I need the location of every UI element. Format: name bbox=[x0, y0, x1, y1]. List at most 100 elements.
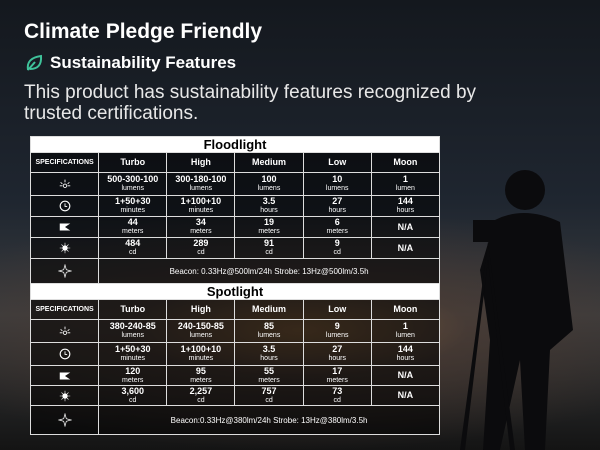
badge-text: Sustainability Features bbox=[50, 53, 237, 72]
unit: hours bbox=[260, 355, 278, 362]
row-icon bbox=[59, 242, 70, 254]
spec-row: 44 meters 34 meters 19 meters 6 meters N/A bbox=[29, 216, 441, 238]
value-cell: 3.5 hours bbox=[234, 342, 304, 366]
unit: lumens bbox=[121, 332, 145, 339]
spec-row: 380-240-85 lumens 240-150-85 lumens 85 lumens… bbox=[29, 319, 441, 343]
unit: hours bbox=[396, 355, 415, 362]
icon-cell bbox=[29, 385, 100, 406]
column-header: Low bbox=[302, 299, 372, 320]
value: 19 bbox=[264, 217, 275, 227]
value: 27 bbox=[332, 196, 343, 206]
value-cell: 55 meters bbox=[234, 365, 304, 386]
spec-row: 120 meters 95 meters 55 meters 17 meters N/A bbox=[29, 365, 441, 386]
value-cell: 9 cd bbox=[302, 237, 372, 259]
value: N/A bbox=[397, 242, 414, 253]
unit: meters bbox=[258, 228, 280, 235]
value: 91 bbox=[264, 238, 275, 248]
value: 95 bbox=[195, 365, 206, 376]
value: 757 bbox=[261, 385, 277, 396]
value-cell: 85 lumens bbox=[234, 319, 304, 343]
value-cell: 17 meters bbox=[302, 365, 372, 386]
spec-row: 484 cd 289 cd 91 cd 9 cd N/A bbox=[29, 237, 441, 259]
unit: cd bbox=[265, 249, 273, 256]
value-cell: 380-240-85 lumens bbox=[98, 319, 168, 343]
unit: cd bbox=[333, 249, 341, 256]
value: 44 bbox=[127, 217, 138, 227]
icon-cell bbox=[29, 405, 100, 435]
value: 120 bbox=[125, 365, 141, 376]
value-cell: 289 cd bbox=[166, 237, 236, 259]
value: 9 bbox=[334, 238, 340, 248]
leaf-icon bbox=[26, 54, 43, 71]
icon-cell bbox=[29, 216, 100, 238]
value: 1+100+10 bbox=[180, 196, 222, 206]
silhouette bbox=[460, 170, 573, 450]
note-row: Beacon: 0.33Hz@500lm/24h Strobe: 13Hz@50… bbox=[29, 258, 440, 284]
value: 1+50+30 bbox=[114, 196, 151, 206]
unit: cd bbox=[129, 249, 137, 256]
value: 500-300-100 bbox=[107, 174, 159, 184]
value-cell: 1+50+30 minutes bbox=[98, 195, 168, 217]
value-cell: 1+100+10 minutes bbox=[166, 195, 236, 217]
value-cell: 757 cd bbox=[234, 385, 304, 406]
column-header: SPECIFICATIONS bbox=[29, 299, 100, 320]
unit: lumens bbox=[325, 332, 349, 339]
icon-cell bbox=[29, 319, 100, 343]
unit: lumens bbox=[189, 332, 213, 339]
value-cell: 27 hours bbox=[302, 195, 372, 217]
unit: cd bbox=[197, 249, 205, 256]
value-cell: 1+100+10 minutes bbox=[166, 342, 236, 366]
value: 289 bbox=[193, 238, 209, 248]
column-header: Low bbox=[302, 152, 372, 173]
unit: meters bbox=[258, 376, 280, 384]
value: 300-180-100 bbox=[175, 174, 227, 184]
icon-cell bbox=[29, 258, 100, 284]
table-title: Spotlight bbox=[30, 283, 440, 300]
value: 380-240-85 bbox=[109, 321, 156, 331]
value-cell: 1+50+30 minutes bbox=[98, 342, 168, 366]
value-cell: N/A bbox=[370, 365, 441, 386]
column-header: High bbox=[166, 152, 236, 173]
value: 9 bbox=[334, 321, 340, 331]
value-cell: N/A bbox=[370, 216, 441, 238]
value-cell: 144 hours bbox=[370, 195, 441, 217]
value-cell: 9 lumens bbox=[302, 319, 372, 343]
value-cell: 44 meters bbox=[98, 216, 168, 238]
row-icon bbox=[57, 263, 73, 279]
value-cell: 10 lumens bbox=[302, 172, 372, 196]
column-header: Medium bbox=[234, 299, 304, 320]
description: This product has sustainability features… bbox=[24, 82, 477, 124]
row-icon bbox=[59, 179, 70, 188]
unit: cd bbox=[265, 396, 273, 404]
unit: minutes bbox=[120, 207, 145, 214]
value: 484 bbox=[125, 238, 141, 248]
unit: lumens bbox=[189, 185, 213, 192]
column-header: Moon bbox=[370, 299, 441, 320]
value-cell: 100 lumens bbox=[234, 172, 304, 196]
value: 144 bbox=[397, 196, 413, 206]
unit: lumen bbox=[395, 332, 415, 339]
unit: minutes bbox=[120, 355, 145, 362]
value-cell: 1 lumen bbox=[370, 172, 441, 196]
unit: meters bbox=[122, 228, 144, 235]
column-header: Moon bbox=[370, 152, 441, 173]
value: 1 bbox=[402, 174, 408, 184]
value-cell: 2,257 cd bbox=[166, 385, 236, 406]
row-icon bbox=[59, 372, 70, 379]
value-cell: N/A bbox=[370, 237, 441, 259]
title-row: Floodlight bbox=[30, 136, 440, 153]
value: 240-150-85 bbox=[177, 321, 224, 331]
header-row: SPECIFICATIONS Turbo High Medium Low Moon bbox=[29, 152, 441, 173]
unit: hours bbox=[396, 207, 415, 214]
value-cell: 240-150-85 lumens bbox=[166, 319, 236, 343]
unit: meters bbox=[326, 376, 348, 384]
column-header: Turbo bbox=[98, 152, 168, 173]
title-row: Spotlight bbox=[30, 283, 440, 300]
value-cell: 120 meters bbox=[98, 365, 168, 386]
value: 85 bbox=[264, 321, 275, 331]
value: 10 bbox=[332, 174, 343, 184]
unit: meters bbox=[122, 376, 144, 384]
value-cell: 3,600 cd bbox=[98, 385, 168, 406]
unit: minutes bbox=[188, 207, 214, 214]
